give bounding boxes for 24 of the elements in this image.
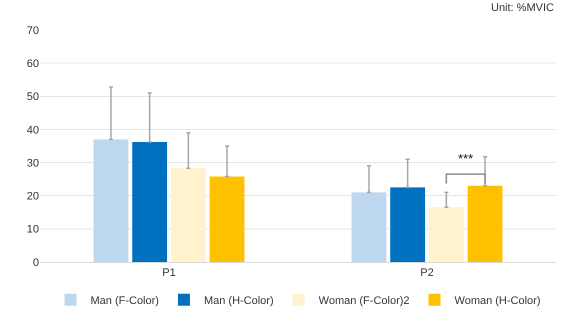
bar [468, 186, 502, 262]
text: Unit: %MVIC [491, 2, 554, 14]
y-tick-label: 0 [32, 256, 39, 269]
y-tick-label: 20 [26, 190, 39, 203]
y-tick-label: 60 [26, 58, 39, 70]
bar [428, 207, 464, 262]
bar [132, 142, 168, 262]
legend-label: Man (H-Color) [204, 294, 274, 307]
legend-label: Woman (H-Color) [454, 294, 540, 307]
annotation: *** [458, 151, 474, 166]
bar [210, 176, 244, 262]
y-tick-label: 10 [26, 224, 39, 236]
bar [390, 187, 426, 262]
bar [352, 192, 386, 262]
y-tick-label: 30 [26, 157, 39, 170]
bar [170, 168, 206, 262]
x-tick-label: P1 [162, 267, 176, 280]
y-tick-label: 70 [26, 24, 39, 37]
legend-label: Woman (F-Color)2 [318, 294, 410, 307]
x-tick-label: P2 [420, 267, 434, 280]
y-tick-label: 40 [26, 124, 39, 136]
bar [94, 139, 128, 262]
legend-label: Man (F-Color) [90, 294, 159, 307]
y-tick-label: 50 [26, 91, 39, 104]
